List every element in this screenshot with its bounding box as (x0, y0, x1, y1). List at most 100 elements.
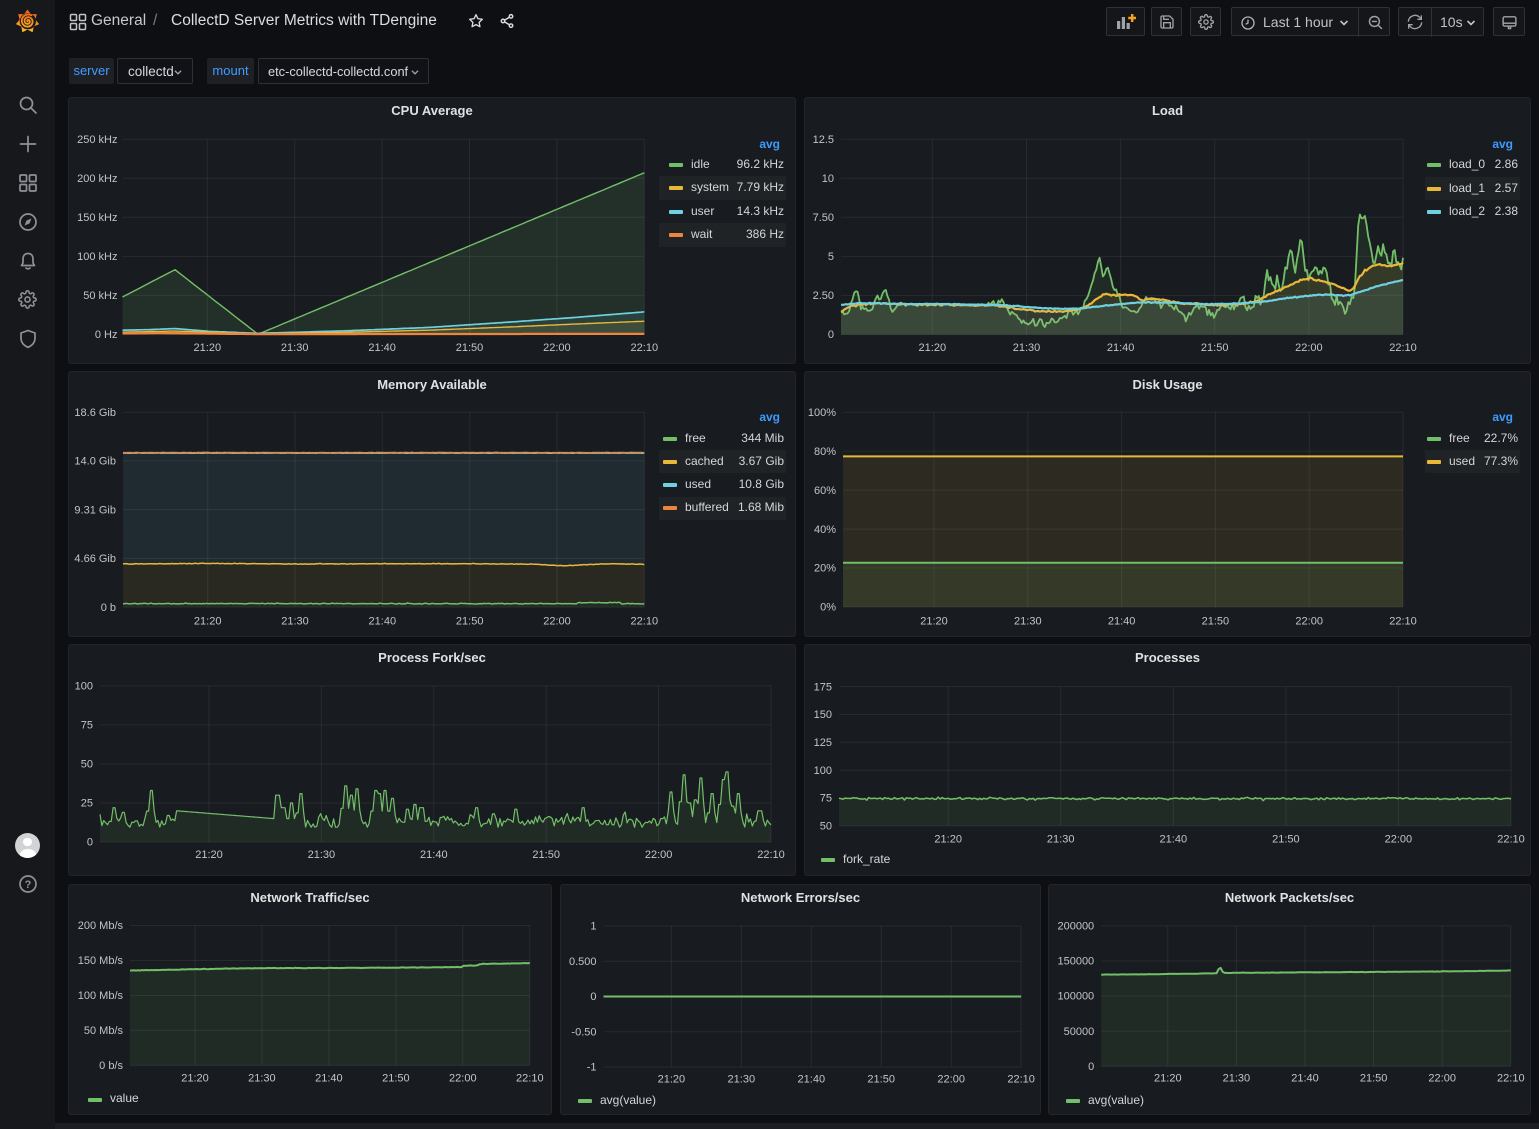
svg-text:200 kHz: 200 kHz (77, 173, 117, 185)
svg-text:75: 75 (81, 720, 93, 732)
svg-text:7.50: 7.50 (813, 212, 834, 224)
svg-text:1: 1 (590, 921, 596, 933)
svg-text:22:10: 22:10 (757, 849, 785, 861)
svg-text:21:50: 21:50 (867, 1073, 895, 1085)
svg-text:0 b/s: 0 b/s (99, 1060, 123, 1072)
svg-text:12.5: 12.5 (813, 134, 834, 146)
svg-text:21:30: 21:30 (728, 1073, 756, 1085)
svg-text:21:40: 21:40 (315, 1073, 343, 1085)
svg-text:4.66 Gib: 4.66 Gib (74, 553, 116, 565)
svg-text:22:00: 22:00 (1295, 342, 1323, 354)
svg-text:150 Mb/s: 150 Mb/s (78, 955, 124, 967)
svg-text:5: 5 (828, 251, 834, 263)
svg-text:22:10: 22:10 (1497, 834, 1525, 846)
svg-text:80%: 80% (814, 446, 836, 458)
svg-text:21:30: 21:30 (1223, 1073, 1251, 1085)
svg-text:175: 175 (814, 681, 832, 693)
svg-text:100 kHz: 100 kHz (77, 251, 117, 263)
svg-text:21:20: 21:20 (919, 342, 947, 354)
svg-text:0 Hz: 0 Hz (95, 329, 118, 341)
svg-text:0.500: 0.500 (569, 956, 597, 968)
svg-text:21:40: 21:40 (368, 342, 396, 354)
svg-text:150000: 150000 (1057, 956, 1094, 968)
svg-text:0: 0 (1088, 1061, 1094, 1073)
svg-text:22:00: 22:00 (1295, 616, 1323, 628)
svg-text:21:40: 21:40 (369, 616, 397, 628)
svg-text:21:50: 21:50 (1201, 342, 1229, 354)
svg-text:21:40: 21:40 (1291, 1073, 1319, 1085)
svg-text:250 kHz: 250 kHz (77, 134, 117, 146)
svg-text:22:00: 22:00 (543, 616, 571, 628)
svg-text:18.6 Gib: 18.6 Gib (74, 407, 116, 419)
svg-text:22:10: 22:10 (631, 342, 659, 354)
svg-text:?: ? (25, 879, 32, 891)
svg-text:21:20: 21:20 (920, 616, 948, 628)
svg-text:21:50: 21:50 (456, 342, 484, 354)
svg-text:22:10: 22:10 (1497, 1073, 1525, 1085)
svg-text:21:40: 21:40 (1160, 834, 1188, 846)
svg-text:150 kHz: 150 kHz (77, 212, 117, 224)
svg-text:21:20: 21:20 (658, 1073, 686, 1085)
svg-text:21:40: 21:40 (1107, 342, 1135, 354)
svg-text:21:20: 21:20 (194, 616, 222, 628)
svg-text:50: 50 (820, 821, 832, 833)
svg-text:125: 125 (814, 737, 832, 749)
svg-text:21:20: 21:20 (194, 342, 222, 354)
svg-text:-1: -1 (587, 1062, 597, 1074)
svg-text:0: 0 (590, 991, 596, 1003)
svg-text:50 kHz: 50 kHz (83, 290, 117, 302)
svg-text:22:00: 22:00 (449, 1073, 477, 1085)
svg-text:21:30: 21:30 (1013, 342, 1041, 354)
svg-text:150: 150 (814, 709, 832, 721)
svg-text:200 Mb/s: 200 Mb/s (78, 920, 124, 932)
svg-text:21:40: 21:40 (420, 849, 448, 861)
svg-text:21:30: 21:30 (281, 616, 309, 628)
svg-text:21:20: 21:20 (934, 834, 962, 846)
svg-text:2.50: 2.50 (813, 290, 834, 302)
svg-text:100: 100 (75, 681, 93, 693)
svg-text:21:30: 21:30 (308, 849, 336, 861)
svg-text:21:40: 21:40 (798, 1073, 826, 1085)
svg-text:10: 10 (822, 173, 834, 185)
svg-text:22:10: 22:10 (1389, 616, 1417, 628)
svg-text:21:50: 21:50 (382, 1073, 410, 1085)
svg-text:22:00: 22:00 (543, 342, 571, 354)
svg-text:-0.50: -0.50 (571, 1026, 596, 1038)
svg-text:22:00: 22:00 (937, 1073, 965, 1085)
svg-text:50 Mb/s: 50 Mb/s (84, 1025, 124, 1037)
svg-text:21:50: 21:50 (1360, 1073, 1388, 1085)
svg-text:21:40: 21:40 (1108, 616, 1136, 628)
svg-text:21:20: 21:20 (195, 849, 223, 861)
svg-text:50000: 50000 (1064, 1026, 1095, 1038)
svg-text:100: 100 (814, 765, 832, 777)
svg-text:22:10: 22:10 (631, 616, 659, 628)
svg-text:200000: 200000 (1057, 921, 1094, 933)
svg-text:22:10: 22:10 (1007, 1073, 1035, 1085)
svg-text:20%: 20% (814, 563, 836, 575)
svg-text:22:00: 22:00 (1428, 1073, 1456, 1085)
svg-text:14.0 Gib: 14.0 Gib (74, 456, 116, 468)
svg-text:21:20: 21:20 (1154, 1073, 1182, 1085)
svg-text:22:10: 22:10 (516, 1073, 544, 1085)
svg-text:9.31 Gib: 9.31 Gib (74, 504, 116, 516)
svg-text:50: 50 (81, 759, 93, 771)
svg-text:21:30: 21:30 (1047, 834, 1075, 846)
svg-text:21:50: 21:50 (1272, 834, 1300, 846)
svg-text:100%: 100% (808, 407, 836, 419)
svg-text:25: 25 (81, 798, 93, 810)
svg-text:21:30: 21:30 (248, 1073, 276, 1085)
svg-text:21:50: 21:50 (1202, 616, 1230, 628)
svg-text:0: 0 (87, 837, 93, 849)
svg-text:21:30: 21:30 (1014, 616, 1042, 628)
svg-text:21:50: 21:50 (456, 616, 484, 628)
svg-text:21:50: 21:50 (532, 849, 560, 861)
svg-text:22:00: 22:00 (1385, 834, 1413, 846)
svg-text:75: 75 (820, 793, 832, 805)
svg-text:21:20: 21:20 (181, 1073, 209, 1085)
svg-text:100 Mb/s: 100 Mb/s (78, 990, 124, 1002)
svg-text:100000: 100000 (1057, 991, 1094, 1003)
svg-text:0 b: 0 b (101, 602, 116, 614)
svg-text:0: 0 (828, 329, 834, 341)
svg-text:60%: 60% (814, 485, 836, 497)
svg-text:0%: 0% (820, 602, 836, 614)
